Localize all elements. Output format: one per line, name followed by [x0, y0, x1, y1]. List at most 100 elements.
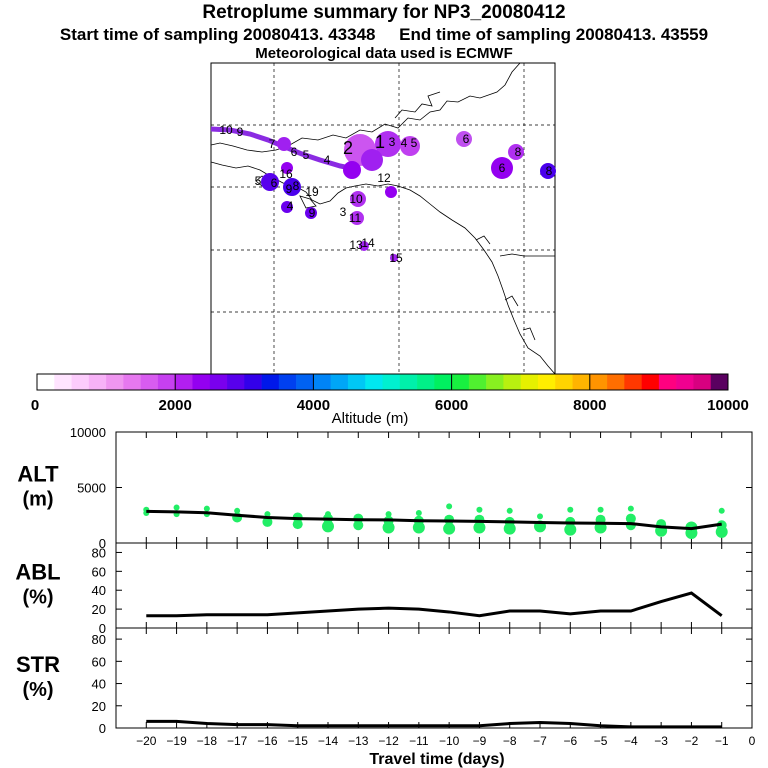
colorbar-bin	[434, 374, 452, 390]
sampling-times: Start time of sampling 20080413. 43348 E…	[59, 25, 709, 44]
map-day-label: 8	[293, 179, 300, 193]
y-tick-label: 40	[92, 677, 106, 692]
x-tick-label: −11	[409, 734, 429, 748]
plume-blob	[361, 149, 383, 171]
series-line	[146, 719, 722, 729]
colorbar-bin	[54, 374, 72, 390]
colorbar-bin	[468, 374, 487, 390]
colorbar-bin	[417, 374, 435, 390]
map-day-label: 6	[271, 176, 278, 190]
alt-point	[718, 507, 725, 514]
colorbar-bin	[693, 374, 712, 390]
alt-point	[385, 511, 392, 518]
map-day-label: 10	[349, 192, 363, 206]
alt-point	[325, 511, 331, 518]
colorbar-axis-label: Altitude (m)	[332, 410, 409, 427]
plume-blob	[540, 163, 556, 179]
plume-blob	[375, 131, 401, 157]
alt-point	[415, 510, 422, 517]
plume-blob	[281, 162, 293, 174]
alt-point	[537, 513, 543, 520]
colorbar-tick-label: 4000	[297, 397, 330, 414]
colorbar-bin	[157, 374, 176, 390]
x-tick-label: −12	[378, 734, 399, 748]
plume-blob	[281, 201, 293, 213]
time-series-panels: 0500010000ALT(m)020406080ABL(%)020406080…	[15, 425, 755, 768]
panel-title: ABL	[15, 560, 60, 585]
colorbar-bin	[589, 374, 608, 390]
x-tick-label: 0	[749, 734, 756, 748]
colorbar-bin	[140, 374, 159, 390]
map-day-label: 3	[389, 135, 396, 149]
alt-point	[597, 506, 604, 513]
y-tick-label: 20	[92, 602, 106, 617]
colorbar-tick-label: 8000	[573, 397, 606, 414]
colorbar-bin	[520, 374, 539, 390]
colorbar-tick-label: 6000	[435, 397, 468, 414]
map-day-label: 15	[389, 251, 403, 265]
x-tick-label: −19	[166, 734, 187, 748]
colorbar-bin	[192, 374, 211, 390]
altitude-colorbar: 0 2000 4000 6000 8000 10000 Altitude (m)	[31, 373, 749, 427]
colorbar-bin	[451, 374, 470, 390]
colorbar-bin	[365, 374, 383, 390]
colorbar-bin	[710, 374, 729, 390]
map-day-label: 8	[546, 164, 553, 178]
y-tick-label: 20	[92, 699, 106, 714]
colorbar-bin	[71, 374, 90, 390]
map-day-label: 9	[309, 206, 316, 220]
colorbar-bin	[330, 374, 349, 390]
alt-point	[567, 506, 574, 513]
colorbar-tick-label: 10000	[707, 397, 749, 414]
y-tick-label: 60	[92, 564, 106, 579]
y-tick-label: 40	[92, 583, 106, 598]
y-tick-label: 80	[92, 632, 106, 647]
panel-title: ALT	[17, 462, 59, 487]
map-day-label: 5	[411, 136, 418, 150]
alt-point	[203, 505, 210, 512]
y-tick-label: 10000	[70, 425, 106, 440]
panel-unit: (m)	[22, 489, 53, 511]
map-frame	[210, 62, 556, 375]
colorbar-bin	[676, 374, 694, 390]
coastlines	[210, 62, 556, 375]
panel-title: STR	[16, 652, 60, 677]
y-tick-label: 80	[92, 545, 106, 560]
x-tick-label: −15	[288, 734, 309, 748]
map-day-label: 5	[303, 148, 310, 162]
map-day-label: 2	[343, 138, 353, 158]
mean-altitude-line	[146, 509, 722, 531]
plume-blob	[343, 161, 361, 179]
plume-positions	[261, 131, 556, 262]
x-tick-label: −20	[136, 734, 157, 748]
plume-blob	[359, 241, 369, 251]
colorbar-tick-label: 2000	[159, 397, 192, 414]
map-day-label: 3	[340, 205, 347, 219]
x-axis-label: Travel time (days)	[369, 751, 504, 768]
colorbar-bin	[624, 374, 642, 390]
x-tick-label: −1	[715, 734, 729, 748]
series-line	[146, 591, 723, 618]
colorbar-bin	[313, 374, 331, 390]
panel-frame	[115, 627, 753, 729]
map-day-label: 4	[401, 136, 408, 150]
map-day-label: 1	[375, 132, 385, 152]
map-day-label: 4	[324, 153, 331, 167]
colorbar-bin	[658, 374, 677, 390]
plume-blob	[508, 144, 524, 160]
panel-unit: (%)	[22, 679, 53, 701]
colorbar-bin	[296, 374, 314, 390]
plume-blob	[390, 254, 398, 262]
colorbar-bin	[537, 374, 556, 390]
colorbar-bin	[227, 374, 245, 390]
plume-blob	[283, 178, 301, 196]
plume-blob	[350, 211, 364, 225]
met-data-note: Meteorological data used is ECMWF	[255, 45, 513, 62]
alt-point	[474, 514, 485, 525]
colorbar-bin	[572, 374, 591, 390]
colorbar-bin	[244, 374, 262, 390]
y-tick-label: 60	[92, 654, 106, 669]
plume-blob	[491, 157, 513, 179]
